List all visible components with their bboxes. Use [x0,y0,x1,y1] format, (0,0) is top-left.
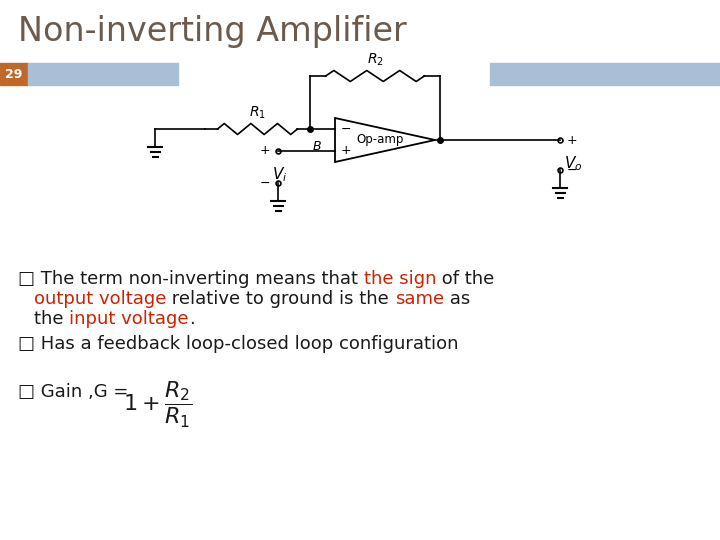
Text: −: − [567,164,577,177]
Text: □ The term non-inverting means that: □ The term non-inverting means that [18,270,364,288]
Bar [0,63,28,85]
Text: −: − [341,123,351,136]
Text: $R_2$: $R_2$ [366,52,384,68]
Text: +: + [341,145,351,158]
Text: as: as [444,290,470,308]
Text: of the: of the [436,270,495,288]
Text: −: − [260,177,270,190]
Text: same: same [395,290,444,308]
Text: 29: 29 [5,68,23,80]
Text: output voltage: output voltage [34,290,166,308]
Text: $1+\dfrac{R_2}{R_1}$: $1+\dfrac{R_2}{R_1}$ [122,380,192,430]
Text: $V_o$: $V_o$ [564,154,582,173]
Text: □ Gain ,G =: □ Gain ,G = [18,383,134,401]
Text: $R_1$: $R_1$ [249,105,266,121]
Text: □ Has a feedback loop-closed loop configuration: □ Has a feedback loop-closed loop config… [18,335,459,353]
Text: relative to ground is the: relative to ground is the [166,290,395,308]
Text: the: the [34,310,69,328]
Text: input voltage: input voltage [69,310,189,328]
Text: the sign: the sign [364,270,436,288]
Text: $V_i$: $V_i$ [272,165,288,184]
Bar [490,63,720,85]
Bar [28,63,178,85]
Text: +: + [260,145,270,158]
Text: Op-amp: Op-amp [356,133,404,146]
Text: +: + [567,133,577,146]
Text: B: B [313,140,322,153]
Text: Non-inverting Amplifier: Non-inverting Amplifier [18,16,407,49]
Text: .: . [189,310,194,328]
